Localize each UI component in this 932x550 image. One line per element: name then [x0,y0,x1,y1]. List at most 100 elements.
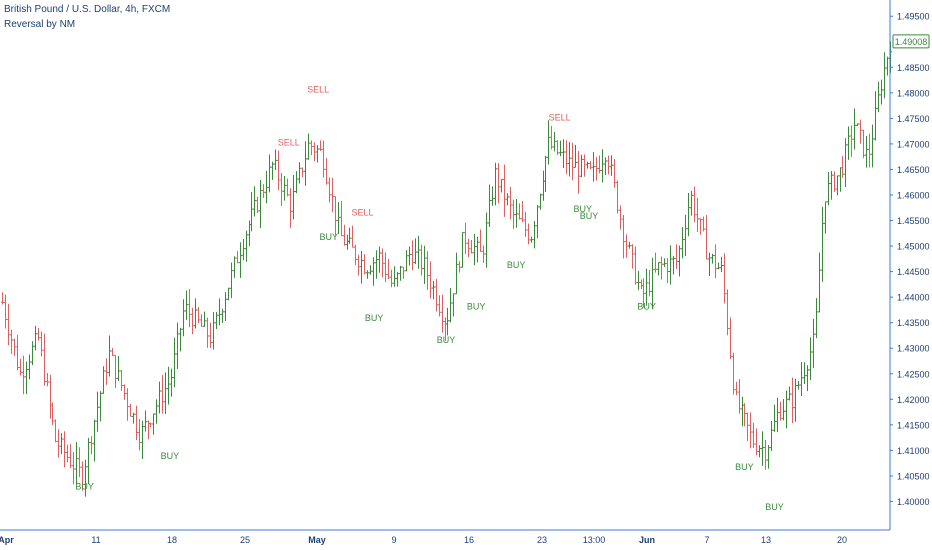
ohlc-bar [812,318,815,368]
ohlc-bar [708,252,711,276]
ohlc-bar [173,337,176,388]
buy-signal-label: BUY [320,232,339,242]
ohlc-bar [274,149,277,170]
ohlc-bar [473,233,476,266]
ohlc-bar [182,299,185,337]
ohlc-bar [449,287,452,323]
ohlc-bar [149,422,152,428]
ohlc-bar [215,311,218,330]
ohlc-bar [690,190,693,216]
time-axis: Apr 11 18 25 May 9 16 23 13:00 Jun 7 13 20 [0,535,847,545]
ohlc-bar [711,253,714,264]
ohlc-bar [343,224,346,246]
ohlc-bar [464,222,467,255]
ohlc-bar [479,229,482,252]
ohlc-bar [559,140,562,157]
ohlc-bar [322,140,325,178]
ohlc-bar [556,140,559,156]
ohlc-bar [93,419,96,462]
ohlc-bar [509,186,512,220]
ohlc-bar [280,173,283,206]
ohlc-bar [717,262,720,270]
ohlc-bar [732,352,735,395]
ohlc-bar [46,373,49,387]
price-tick-label: 1.47500 [897,114,930,124]
ohlc-bar [455,252,458,295]
price-tick-label: 1.43500 [897,318,930,328]
ohlc-bar [402,266,405,279]
ohlc-bar [856,123,859,126]
ohlc-bar [13,338,16,356]
ohlc-bar [868,133,871,168]
ohlc-bar [176,322,179,369]
ohlc-bar [580,154,583,178]
time-tick-label: 25 [240,535,250,545]
ohlc-bar [242,239,245,261]
buy-signal-label: BUY [437,335,456,345]
ohlc-bar [601,149,604,183]
ohlc-bar [307,133,310,160]
ohlc-bar [366,270,369,279]
ohlc-bar [441,294,444,333]
ohlc-bar [542,170,545,201]
ohlc-bar [49,374,52,419]
ohlc-bar [533,220,536,249]
ohlc-bar [681,226,684,259]
ohlc-bar [735,381,738,396]
ohlc-bar [170,368,173,397]
indicator-name: Reversal by NM [4,19,76,30]
ohlc-bar [310,140,313,156]
ohlc-bar [54,419,57,443]
ohlc-bar [547,120,550,165]
price-tick-label: 1.45000 [897,242,930,252]
ohlc-bar [586,161,589,169]
buy-signal-label: BUY [573,204,592,214]
ohlc-bar [295,171,298,194]
ohlc-bar [648,269,651,297]
ohlc-bar [631,244,634,269]
ohlc-bar [405,250,408,272]
price-tick-label: 1.40500 [897,471,930,481]
buy-signal-label: BUY [765,502,784,512]
ohlc-bar [37,327,40,341]
ohlc-bar [298,162,301,184]
ohlc-bar [206,317,209,348]
ohlc-bar [31,341,34,366]
ohlc-bar [592,152,595,182]
ohlc-bar [123,384,126,400]
ohlc-bar [607,155,610,175]
ohlc-bar [200,314,203,327]
ohlc-bar [57,429,60,458]
ohlc-bar [824,201,827,234]
ohlc-bar [461,232,464,268]
ohlc-bar [197,306,200,324]
ohlc-bar [16,334,19,371]
ohlc-bar [853,108,856,150]
ohlc-bar [262,184,265,199]
ohlc-bar [702,216,705,232]
ohlc-bar [660,256,663,280]
ohlc-bar [539,193,542,210]
buy-signal-label: BUY [637,302,656,312]
ohlc-bar [616,180,619,214]
ohlc-bar [384,252,387,283]
ohlc-bar [194,298,197,329]
ohlc-bar [268,154,271,193]
ohlc-bar [773,404,776,432]
ohlc-bar [553,131,556,152]
ohlc-bar [117,355,120,382]
ohlc-bar [414,238,417,265]
ohlc-bar [488,184,491,228]
ohlc-bar [185,290,188,320]
price-tick-label: 1.46500 [897,165,930,175]
ohlc-bar [764,440,767,470]
sell-signal-label: SELL [307,84,329,94]
ohlc-bar [390,269,393,288]
buy-signal-label: BUY [580,211,599,221]
ohlc-bar [102,366,105,394]
ohlc-bar [619,205,622,230]
ohlc-bar [714,244,717,279]
ohlc-bar [381,248,384,278]
ohlc-bar [75,442,78,485]
